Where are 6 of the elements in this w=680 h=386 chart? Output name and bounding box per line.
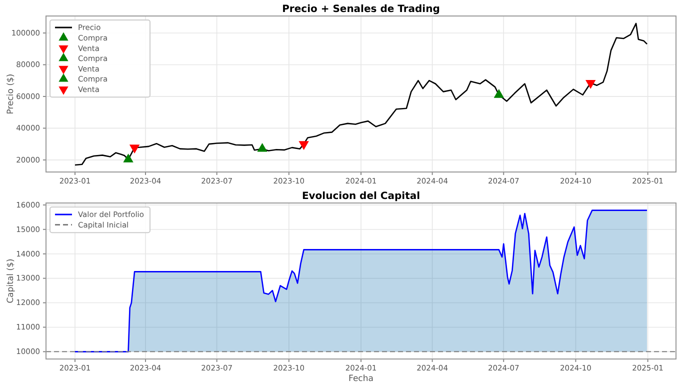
y-axis-title: Capital ($) xyxy=(6,258,16,304)
chart-title: Evolucion del Capital xyxy=(302,191,420,202)
chart-title: Precio + Senales de Trading xyxy=(282,4,440,15)
x-axis-title: Fecha xyxy=(348,374,374,384)
line-series xyxy=(74,22,648,166)
y-axis-title: Precio ($) xyxy=(6,74,16,114)
